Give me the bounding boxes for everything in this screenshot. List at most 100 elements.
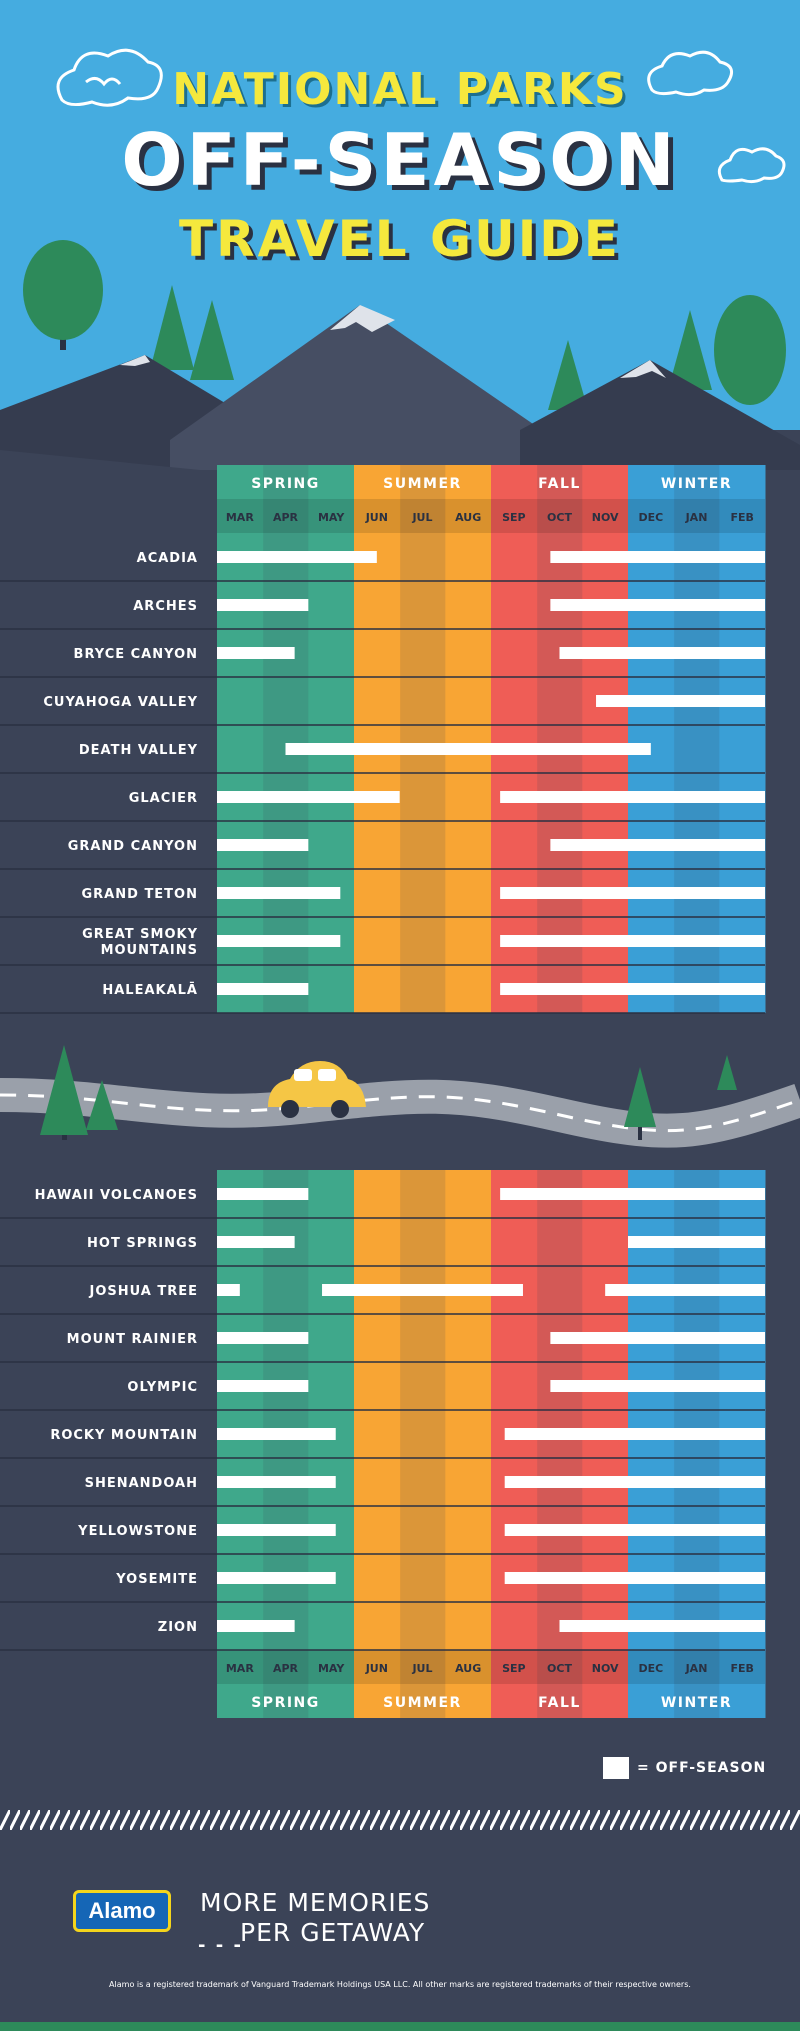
bottom-bar [0,2022,800,2031]
off-season-bar [217,1476,336,1488]
month-column [536,465,583,1013]
tagline-line2: PER GETAWAY [240,1918,426,1947]
month-label: SEP [502,1662,526,1675]
park-name: JOSHUA TREE [88,1284,198,1299]
month-label: AUG [455,1662,481,1675]
month-label: MAR [226,511,254,524]
month-header-band [217,1650,765,1684]
off-season-bar [500,1188,765,1200]
month-label: JAN [685,1662,708,1675]
park-name: ROCKY MOUNTAIN [50,1428,198,1443]
month-column [673,1170,720,1718]
season-label: SPRING [251,1695,320,1711]
off-season-bar [217,1428,336,1440]
tree-icon [40,1045,88,1140]
off-season-bar [217,1524,336,1536]
park-name: ACADIA [137,551,198,566]
off-season-bar [217,599,309,611]
month-label: JUN [365,511,388,524]
season-label: SUMMER [383,476,462,492]
month-label: JUN [365,1662,388,1675]
legend-label: = OFF-SEASON [637,1760,767,1776]
stripe-divider [0,1810,800,1830]
park-name: GLACIER [129,791,198,806]
tree-icon [624,1067,656,1140]
park-name: BRYCE CANYON [74,647,198,662]
tree-icon [86,1080,118,1130]
legend-swatch [603,1757,629,1779]
off-season-bar [500,887,765,899]
tree-icon [717,1055,737,1090]
tree-icon [190,300,234,380]
park-name: MOUNT RAINIER [67,1332,198,1347]
park-name: ARCHES [133,599,198,614]
park-name: CUYAHOGA VALLEY [43,695,198,710]
month-column [582,465,629,1013]
park-name: OLYMPIC [127,1380,198,1395]
month-label: JUL [411,1662,432,1675]
month-column [217,465,264,1013]
month-label: DEC [638,511,663,524]
month-label: DEC [638,1662,663,1675]
off-season-bar [504,1428,765,1440]
title-travel-guide: TRAVEL GUIDE [179,210,621,268]
month-column [673,465,720,1013]
season-label: SUMMER [383,1695,462,1711]
off-season-bar [550,1380,765,1392]
month-column [491,1170,538,1718]
car-icon [268,1061,366,1118]
road-line [0,1093,800,1133]
month-column [719,465,766,1013]
month-label: OCT [547,511,572,524]
month-column [399,1170,446,1718]
season-label: WINTER [661,476,732,492]
alamo-logo: Alamo [73,1890,171,1932]
off-season-bar [550,551,765,563]
off-season-bar [217,1572,336,1584]
tagline-dashes: - - - [198,1935,243,1956]
month-column [354,1170,401,1718]
off-season-bar [217,791,400,803]
off-season-bar [559,1620,765,1632]
park-name: SHENANDOAH [85,1476,198,1491]
tagline-line1: MORE MEMORIES [200,1888,431,1917]
park-name: HOT SPRINGS [87,1236,198,1251]
month-column [628,1170,675,1718]
month-column [308,465,355,1013]
tree-icon [23,240,103,350]
month-column [628,465,675,1013]
month-label: FEB [730,511,753,524]
month-label: JUL [411,511,432,524]
park-name: HALEAKALĀ [102,983,198,998]
off-season-bar [217,1380,309,1392]
off-season-bar [217,1620,295,1632]
off-season-bar [596,695,765,707]
month-column [582,1170,629,1718]
month-label: SEP [502,511,526,524]
off-season-bar [217,1332,309,1344]
off-season-bar [550,599,765,611]
title-off-season: OFF-SEASON [121,118,679,202]
month-label: NOV [592,511,619,524]
chart-bottom: SPRING SUMMER FALL WINTER MAR APR MAY JUN JUL AUG… [0,1170,766,1718]
month-column [445,465,492,1013]
off-season-bar [217,551,377,563]
off-season-bar [217,839,309,851]
off-season-bar [217,1188,309,1200]
title-national-parks: NATIONAL PARKS [172,64,628,115]
month-column [308,1170,355,1718]
off-season-bar [559,647,765,659]
park-name: HAWAII VOLCANOES [35,1188,198,1203]
month-column [491,465,538,1013]
off-season-bar [217,1236,295,1248]
park-name: GRAND TETON [82,887,199,902]
month-column [354,465,401,1013]
park-name: GREAT SMOKY [82,927,198,942]
off-season-bar [217,887,341,899]
month-label: FEB [730,1662,753,1675]
off-season-bar [628,1236,765,1248]
month-label: APR [273,511,299,524]
off-season-bar [504,1476,765,1488]
season-label: FALL [538,1695,581,1711]
